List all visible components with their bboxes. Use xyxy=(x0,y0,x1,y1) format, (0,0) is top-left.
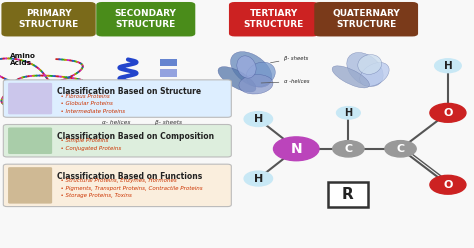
Ellipse shape xyxy=(230,52,272,87)
Circle shape xyxy=(244,171,273,186)
Text: • Pigments, Transport Proteins, Contractile Proteins: • Pigments, Transport Proteins, Contract… xyxy=(57,186,202,190)
Text: H: H xyxy=(254,114,263,124)
FancyBboxPatch shape xyxy=(8,127,52,154)
Ellipse shape xyxy=(246,62,275,87)
Circle shape xyxy=(430,103,466,122)
FancyBboxPatch shape xyxy=(8,83,52,114)
Text: H: H xyxy=(444,61,452,71)
FancyBboxPatch shape xyxy=(160,80,177,87)
Circle shape xyxy=(337,107,360,119)
Text: Classification Based on Functions: Classification Based on Functions xyxy=(57,172,202,181)
Text: H: H xyxy=(344,108,353,118)
Text: β- sheets: β- sheets xyxy=(155,120,182,125)
FancyBboxPatch shape xyxy=(1,2,96,36)
Ellipse shape xyxy=(218,67,256,92)
Circle shape xyxy=(333,141,364,157)
FancyBboxPatch shape xyxy=(160,59,177,66)
FancyBboxPatch shape xyxy=(3,80,231,117)
Ellipse shape xyxy=(237,56,256,78)
Text: H: H xyxy=(254,174,263,184)
Text: • Globular Proteins: • Globular Proteins xyxy=(57,101,113,106)
Ellipse shape xyxy=(332,66,369,88)
Text: • Simple Proteins: • Simple Proteins xyxy=(57,138,108,143)
Text: β- sheets: β- sheets xyxy=(271,56,309,63)
FancyBboxPatch shape xyxy=(96,2,195,36)
Text: • Intermediate Proteins: • Intermediate Proteins xyxy=(57,109,125,114)
FancyBboxPatch shape xyxy=(3,124,231,157)
FancyBboxPatch shape xyxy=(160,101,177,108)
FancyBboxPatch shape xyxy=(328,182,368,207)
FancyBboxPatch shape xyxy=(160,69,177,77)
FancyBboxPatch shape xyxy=(160,90,177,98)
Text: QUATERNARY
STRUCTURE: QUATERNARY STRUCTURE xyxy=(332,9,400,29)
Text: α- helices: α- helices xyxy=(102,120,130,125)
Text: • Fibrous Proteins: • Fibrous Proteins xyxy=(57,94,109,99)
Ellipse shape xyxy=(347,53,383,86)
Circle shape xyxy=(385,141,416,157)
Ellipse shape xyxy=(360,62,389,86)
Text: α -helices: α -helices xyxy=(261,79,310,84)
FancyBboxPatch shape xyxy=(229,2,319,36)
Circle shape xyxy=(244,112,273,126)
Text: • Storage Proteins, Toxins: • Storage Proteins, Toxins xyxy=(57,193,132,198)
FancyBboxPatch shape xyxy=(3,164,231,207)
FancyBboxPatch shape xyxy=(314,2,418,36)
Circle shape xyxy=(430,175,466,194)
Text: SECONDARY
STRUCTURE: SECONDARY STRUCTURE xyxy=(115,9,177,29)
Text: O: O xyxy=(443,108,453,118)
Text: • Conjugated Proteins: • Conjugated Proteins xyxy=(57,146,121,151)
Text: Classification Based on Composition: Classification Based on Composition xyxy=(57,132,214,141)
Text: R: R xyxy=(342,186,354,202)
Text: Classification Based on Structure: Classification Based on Structure xyxy=(57,87,201,96)
Ellipse shape xyxy=(239,75,273,94)
Text: O: O xyxy=(443,180,453,190)
Text: C: C xyxy=(396,144,405,154)
Circle shape xyxy=(435,59,461,73)
Text: Amino
Acids: Amino Acids xyxy=(10,53,36,66)
Ellipse shape xyxy=(358,55,382,74)
Text: TERTIARY
STRUCTURE: TERTIARY STRUCTURE xyxy=(244,9,304,29)
Text: • Structural Proteins, Enzymes, Hormones: • Structural Proteins, Enzymes, Hormones xyxy=(57,178,177,183)
FancyBboxPatch shape xyxy=(8,167,52,204)
Text: C: C xyxy=(344,144,353,154)
Text: PRIMARY
STRUCTURE: PRIMARY STRUCTURE xyxy=(18,9,79,29)
Text: N: N xyxy=(291,142,302,156)
Circle shape xyxy=(273,137,319,161)
